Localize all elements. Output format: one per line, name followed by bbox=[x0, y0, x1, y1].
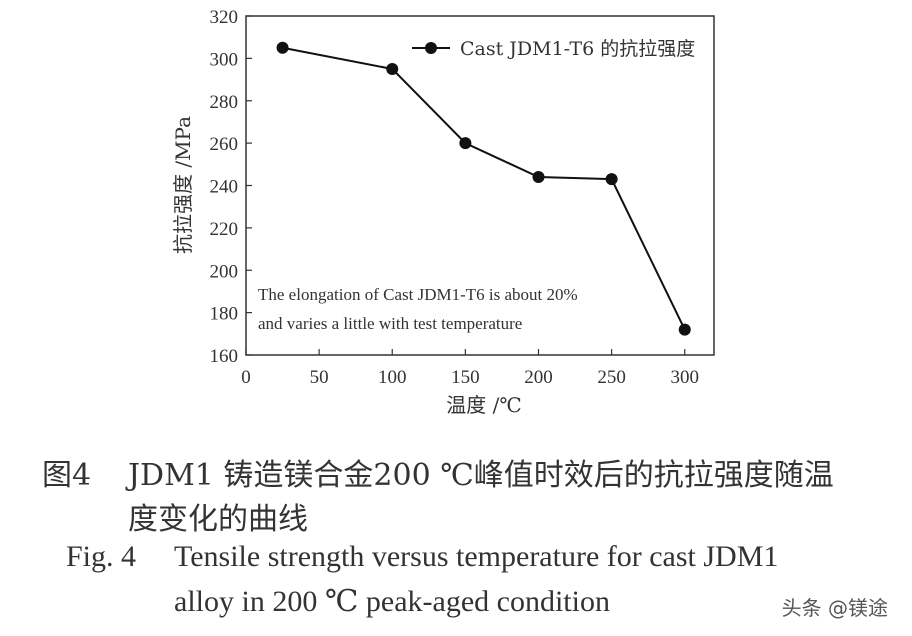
caption-en-label: Fig. 4 bbox=[66, 540, 137, 573]
watermark: 头条 @镁途 bbox=[781, 596, 888, 620]
y-tick-label: 280 bbox=[210, 92, 239, 113]
x-tick-label: 300 bbox=[671, 367, 700, 388]
caption-en-line-2: alloy in 200 ℃ peak-aged condition bbox=[174, 585, 610, 618]
data-point bbox=[605, 173, 618, 186]
data-point bbox=[532, 171, 545, 184]
y-axis: 160 180 200 220 240 260 280 300 320 bbox=[210, 7, 252, 367]
x-tick-label: 0 bbox=[241, 367, 251, 388]
y-tick-label: 200 bbox=[210, 261, 239, 282]
y-axis-label: 抗拉强度 /MPa bbox=[171, 116, 195, 254]
series-line bbox=[282, 46, 686, 331]
y-tick-label: 240 bbox=[210, 177, 239, 198]
data-point bbox=[678, 323, 691, 336]
legend-label: Cast JDM1-T6 的抗拉强度 bbox=[460, 38, 695, 60]
y-tick-label: 180 bbox=[210, 304, 239, 325]
annotation-line-1: The elongation of Cast JDM1-T6 is about … bbox=[258, 285, 578, 304]
caption-cn-line-1: JDM1 铸造镁合金200 ℃峰值时效后的抗拉强度随温 bbox=[128, 458, 834, 493]
y-tick-label: 220 bbox=[210, 219, 239, 240]
x-tick-label: 150 bbox=[451, 367, 480, 388]
x-tick-label: 50 bbox=[310, 367, 329, 388]
data-point bbox=[459, 137, 472, 150]
y-tick-label: 320 bbox=[210, 7, 239, 28]
series-group bbox=[276, 41, 691, 336]
annotation-line-2: and varies a little with test temperatur… bbox=[258, 314, 522, 333]
y-tick-label: 160 bbox=[210, 346, 239, 367]
chart: 160 180 200 220 240 260 280 300 320 0 50 100 150 200… bbox=[171, 7, 715, 417]
legend-marker bbox=[425, 42, 437, 54]
x-axis-label: 温度 /℃ bbox=[446, 393, 521, 417]
caption-cn-label: 图4 bbox=[42, 458, 92, 493]
caption-en-line-1: Tensile strength versus temperature for … bbox=[174, 540, 779, 573]
data-point bbox=[276, 41, 289, 54]
data-point bbox=[386, 62, 399, 75]
y-tick-label: 300 bbox=[210, 49, 239, 70]
x-tick-label: 100 bbox=[378, 367, 407, 388]
legend: Cast JDM1-T6 的抗拉强度 bbox=[412, 38, 695, 60]
x-tick-label: 200 bbox=[524, 367, 553, 388]
y-tick-label: 260 bbox=[210, 134, 239, 155]
caption-cn-line-2: 度变化的曲线 bbox=[128, 502, 308, 537]
x-tick-label: 250 bbox=[597, 367, 626, 388]
plot-frame bbox=[245, 15, 715, 356]
x-axis: 0 50 100 150 200 250 300 bbox=[241, 349, 699, 388]
